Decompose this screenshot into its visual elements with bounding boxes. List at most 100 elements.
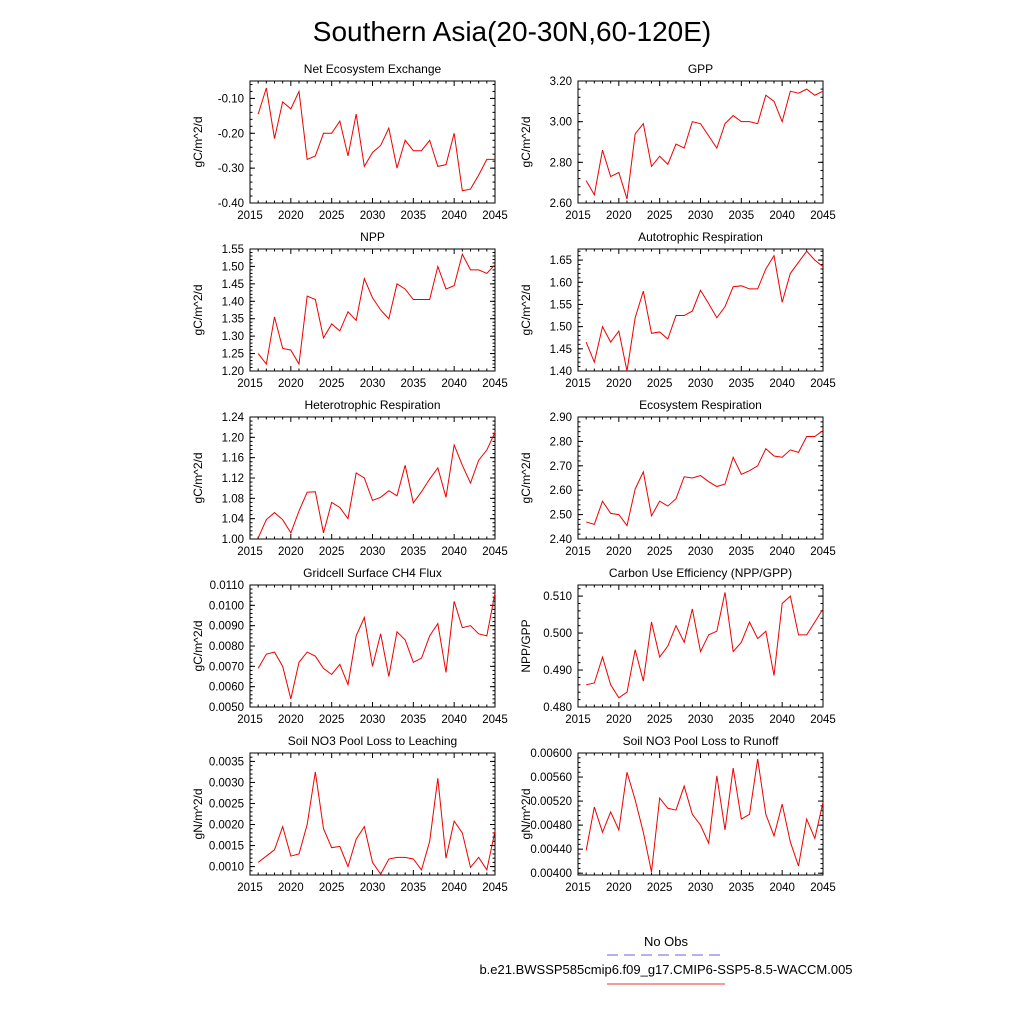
x-tick-label: 2015 [237,546,263,558]
panel-title: NPP [360,230,385,244]
y-tick-label: 0.500 [543,628,572,640]
y-tick-label: 1.65 [550,255,572,267]
x-tick-label: 2025 [319,546,345,558]
x-tick-label: 2045 [810,210,836,222]
y-tick-label: 0.480 [543,702,572,714]
plot-frame [577,752,824,876]
plot-frame [577,416,824,540]
x-tick-label: 2045 [810,546,836,558]
plot-frame [577,584,824,708]
x-tick-label: 2025 [647,210,673,222]
x-tick-label: 2015 [237,378,263,390]
y-axis-label: gC/m^2/d [519,453,533,504]
y-axis-label: gC/m^2/d [191,117,205,168]
y-tick-label: 0.00400 [530,868,572,880]
y-tick-label: 2.50 [550,510,572,522]
x-tick-label: 2025 [319,210,345,222]
y-axis-label: gC/m^2/d [519,285,533,336]
series-line [257,87,495,192]
series-line [585,758,824,873]
x-tick-label: 2030 [360,378,386,390]
panel-net-ecosystem-exchange: Net Ecosystem Exchange 2015 2020 2025 2030 20… [191,62,508,222]
x-tick-label: 2015 [237,882,263,894]
y-axis-label: gC/m^2/d [191,453,205,504]
y-tick-label: 1.16 [222,453,244,465]
x-tick-label: 2035 [729,210,755,222]
panel-autotrophic-respiration: Autotrophic Respiration 2015 2020 2025 2030 2… [519,230,836,390]
y-tick-label: 1.20 [222,366,244,378]
x-tick-label: 2015 [237,210,263,222]
y-tick-label: 0.0025 [209,798,244,810]
y-tick-label: 1.40 [222,296,244,308]
x-tick-label: 2015 [237,714,263,726]
panels: Net Ecosystem Exchange 2015 2020 2025 2030 20… [191,62,836,894]
panel-carbon-use-efficiency-npp-gpp: Carbon Use Efficiency (NPP/GPP) 2015 2020 2… [519,566,836,726]
x-tick-label: 2040 [441,882,467,894]
x-tick-label: 2045 [810,882,836,894]
x-tick-label: 2035 [401,210,427,222]
y-tick-label: 1.55 [222,244,244,256]
x-tick-label: 2020 [278,546,304,558]
x-tick-label: 2025 [319,714,345,726]
panel-gpp: GPP 2015 2020 2025 2030 2035 2040 2045 2.60 2.80 3… [519,62,836,222]
y-tick-label: 0.00480 [530,820,572,832]
y-tick-label: 0.00520 [530,796,572,808]
y-tick-label: 0.0010 [209,862,244,874]
x-tick-label: 2020 [606,714,632,726]
x-tick-label: 2020 [606,378,632,390]
x-tick-label: 2020 [606,546,632,558]
y-tick-label: 3.00 [550,117,572,129]
y-tick-label: 1.12 [222,473,244,485]
y-tick-label: 0.0030 [209,777,244,789]
plot-frame [249,584,496,708]
y-tick-label: 0.0080 [209,641,244,653]
y-tick-label: 1.30 [222,331,244,343]
panel-title: Autotrophic Respiration [638,230,763,244]
x-tick-label: 2030 [688,546,714,558]
y-tick-label: 0.0020 [209,820,244,832]
plot-frame [249,416,496,540]
y-tick-label: 2.70 [550,461,572,473]
y-tick-label: 1.50 [222,261,244,273]
y-tick-label: 1.24 [222,412,245,424]
x-tick-label: 2035 [401,378,427,390]
panel-title: Net Ecosystem Exchange [304,62,442,76]
y-tick-label: 0.00440 [530,844,572,856]
y-tick-label: 3.20 [550,76,572,88]
panel-title: Soil NO3 Pool Loss to Leaching [288,734,457,748]
y-axis-label: NPP/GPP [519,619,533,672]
x-tick-label: 2045 [482,210,508,222]
y-tick-label: 0.00600 [530,748,572,760]
y-tick-label: 1.45 [222,279,244,291]
series-line [586,430,824,527]
x-tick-label: 2030 [360,882,386,894]
x-tick-label: 2015 [565,882,591,894]
x-tick-label: 2035 [401,714,427,726]
y-tick-label: 0.0035 [209,756,244,768]
panel-ecosystem-respiration: Ecosystem Respiration 2015 2020 2025 2030 203… [519,398,836,558]
x-tick-label: 2035 [729,378,755,390]
x-tick-label: 2030 [688,714,714,726]
y-tick-label: 1.55 [550,299,572,311]
y-tick-label: 0.0050 [209,702,244,714]
x-tick-label: 2040 [769,378,795,390]
x-tick-label: 2025 [647,546,673,558]
x-tick-label: 2020 [606,210,632,222]
x-tick-label: 2025 [647,378,673,390]
panel-title: Gridcell Surface CH4 Flux [303,566,442,580]
x-tick-label: 2020 [278,882,304,894]
x-tick-label: 2035 [729,714,755,726]
plot-frame [577,80,824,204]
legend: No Obs b.e21.BWSSP585cmip6.f09_g17.CMIP6… [479,934,853,985]
y-tick-label: 1.40 [550,366,572,378]
x-tick-label: 2020 [278,378,304,390]
y-tick-label: 0.0110 [210,580,244,592]
y-tick-label: 0.0060 [209,682,244,694]
x-tick-label: 2015 [565,546,591,558]
series-line [585,250,824,372]
y-tick-label: 0.490 [543,665,572,677]
y-tick-label: 1.04 [222,514,245,526]
x-tick-label: 2040 [769,714,795,726]
y-tick-label: 2.40 [550,534,572,546]
panel-title: Carbon Use Efficiency (NPP/GPP) [609,566,792,580]
